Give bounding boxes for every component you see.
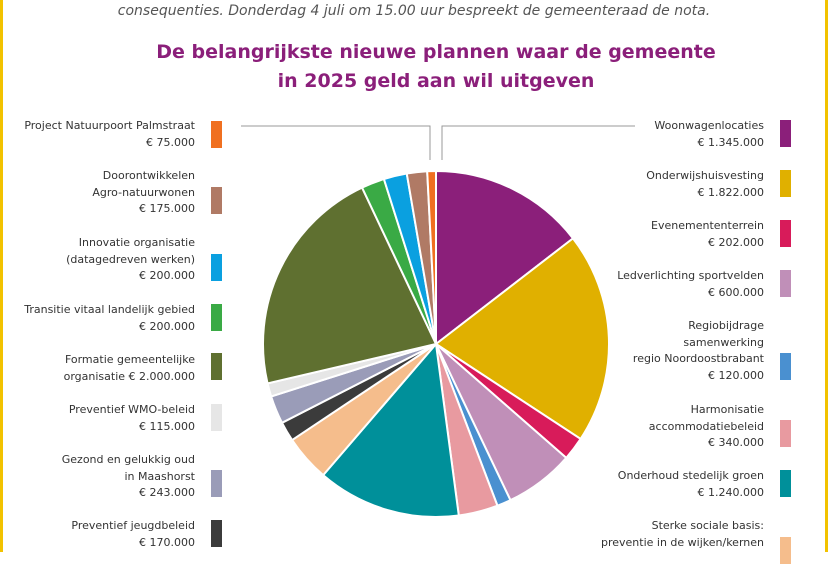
legend-label: Sterke sociale basis: preventie in de wij… <box>601 518 764 551</box>
legend-label-line: € 175.000 <box>139 202 195 216</box>
legend-label-line: in Maashorst <box>124 469 196 483</box>
legend-label-line: € 1.240.000 <box>697 485 764 499</box>
pie-slice <box>435 169 575 347</box>
legend-label: Doorontwikkelen Agro-natuurwonen € 175.000 <box>92 168 195 218</box>
pie-slice <box>434 236 610 441</box>
legend-swatch <box>780 270 791 297</box>
legend-label-line: Onderhoud stedelijk groen <box>617 469 764 482</box>
legend-label-line: € 1.822.000 <box>697 185 764 199</box>
legend-label: Preventief WMO-beleid € 115.000 <box>69 402 195 435</box>
legend-swatch <box>211 520 222 547</box>
legend-label-line: preventie in de wijken/kernen <box>600 535 764 549</box>
pie-slice <box>262 186 438 385</box>
legend-label-line: Project Natuurpoort Palmstraat <box>24 119 195 132</box>
legend-label-line: Agro-natuurwonen <box>92 185 195 199</box>
pie-slice <box>426 169 437 345</box>
legend-label: Ledverlichting sportvelden € 600.000 <box>617 268 764 301</box>
legend-label: Innovatie organisatie (datagedreven werke… <box>66 235 195 285</box>
legend-label-line: € 200.000 <box>139 269 195 283</box>
legend-swatch <box>211 404 222 431</box>
legend-label-line: Evenemententerrein <box>651 219 764 232</box>
legend-label-line: organisatie € 2.000.000 <box>63 369 195 383</box>
legend-swatch <box>780 220 791 247</box>
legend-swatch <box>780 470 791 497</box>
legend-label-line: Doorontwikkelen <box>102 169 195 182</box>
right-border <box>825 0 828 552</box>
pie-slice <box>321 341 460 518</box>
legend-swatch <box>211 353 222 380</box>
legend-label-line: Gezond en gelukkig oud <box>61 453 195 466</box>
legend-label-line: Regiobijdrage <box>688 319 764 332</box>
legend-label-line: € 340.000 <box>708 436 764 450</box>
legend-label-line: Harmonisatie <box>690 403 764 416</box>
legend-label: Preventief jeugdbeleid € 170.000 <box>71 518 195 551</box>
legend-label: Project Natuurpoort Palmstraat € 75.000 <box>24 118 195 151</box>
title-line-2: in 2025 geld aan wil uitgeven <box>277 70 595 92</box>
legend-label: Transitie vitaal landelijk gebied € 200.0… <box>24 302 195 335</box>
pie-chart <box>241 125 635 518</box>
title-line-1: De belangrijkste nieuwe plannen waar de … <box>156 41 716 63</box>
legend-label-line: € 170.000 <box>139 535 195 549</box>
legend-label: Harmonisatie accommodatiebeleid € 340.000 <box>649 402 764 452</box>
legend-swatch <box>211 470 222 497</box>
legend-label-line: Preventief WMO-beleid <box>68 403 195 416</box>
left-border <box>0 0 3 552</box>
legend-label-line: Transitie vitaal landelijk gebied <box>24 303 195 316</box>
legend-label-line: € 202.000 <box>708 235 764 249</box>
legend-label: Formatie gemeentelijke organisatie € 2.00… <box>64 352 195 385</box>
intro-text: consequenties. Donderdag 4 juli om 15.00… <box>117 3 711 19</box>
legend-label-line: € 200.000 <box>139 319 195 333</box>
legend-label: Onderhoud stedelijk groen € 1.240.000 <box>618 468 764 501</box>
legend-label-line: € 600.000 <box>708 285 764 299</box>
legend-label-line: € 75.000 <box>146 135 195 149</box>
legend-label-line: Preventief jeugdbeleid <box>71 519 195 532</box>
legend-swatch <box>211 121 222 148</box>
legend-swatch <box>211 187 222 214</box>
legend-label: Regiobijdrage samenwerking regio Noordoost… <box>633 318 764 385</box>
legend-label-line: Onderwijshuisvesting <box>646 169 764 182</box>
legend-label: Onderwijshuisvesting € 1.822.000 <box>646 168 764 201</box>
leader-line-woonwagen <box>441 125 635 160</box>
leader-line-natuurpoort <box>241 125 431 160</box>
legend-swatch <box>780 353 791 380</box>
legend-label-line: Ledverlichting sportvelden <box>617 269 764 282</box>
legend-swatch <box>780 170 791 197</box>
legend-label-line: samenwerking <box>683 335 764 349</box>
legend-label-line: € 243.000 <box>139 486 195 500</box>
legend-label-line: € 115.000 <box>139 419 195 433</box>
legend-label: Evenemententerrein € 202.000 <box>651 218 764 251</box>
legend-label: Gezond en gelukkig oud in Maashorst € 243.… <box>62 452 195 502</box>
legend-swatch <box>211 254 222 281</box>
legend-label-line: Formatie gemeentelijke <box>64 353 195 366</box>
legend-label-line: (datagedreven werken) <box>66 252 195 266</box>
legend-label-line: Woonwagenlocaties <box>654 119 764 132</box>
legend-label-line: accommodatiebeleid <box>648 419 764 433</box>
legend-label-line: € 120.000 <box>708 369 764 383</box>
legend-label-line: regio Noordoostbrabant <box>632 352 764 366</box>
legend-swatch <box>780 537 791 564</box>
legend-swatch <box>211 304 222 331</box>
legend-label-line: Innovatie organisatie <box>78 236 195 249</box>
legend-label-line: € 1.345.000 <box>697 135 764 149</box>
chart-title: De belangrijkste nieuwe plannen waar de … <box>0 38 828 96</box>
legend-swatch <box>780 420 791 447</box>
legend-swatch <box>780 120 791 147</box>
legend-label-line: Sterke sociale basis: <box>651 519 764 532</box>
legend-label: Woonwagenlocaties € 1.345.000 <box>654 118 764 151</box>
